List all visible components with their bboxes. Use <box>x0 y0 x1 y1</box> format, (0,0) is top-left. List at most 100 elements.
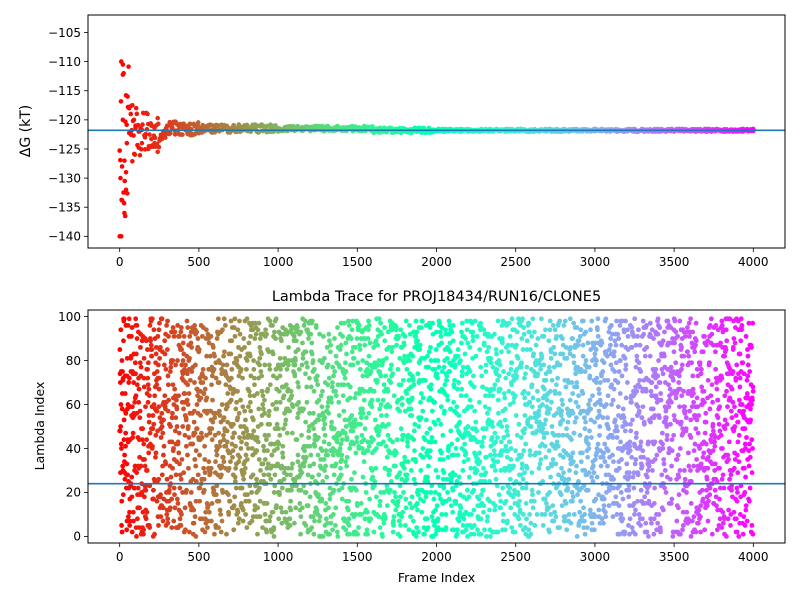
lambda-point <box>457 509 463 515</box>
lambda-point <box>559 397 565 403</box>
lambda-point <box>714 527 720 533</box>
lambda-point <box>129 325 135 330</box>
lambda-point <box>433 347 439 352</box>
lambda-point <box>342 375 348 381</box>
lambda-point <box>428 358 434 363</box>
lambda-point <box>511 492 517 498</box>
lambda-point <box>387 404 393 410</box>
lambda-point <box>564 426 569 432</box>
lambda-point <box>298 487 304 493</box>
lambda-point <box>203 375 208 381</box>
lambda-point <box>186 465 191 471</box>
lambda-point <box>521 430 527 436</box>
lambda-point <box>449 441 455 447</box>
lambda-point <box>326 441 332 447</box>
delta-g-point <box>124 140 130 146</box>
lambda-point <box>179 512 184 517</box>
lambda-point <box>484 410 490 416</box>
lambda-point <box>548 512 554 517</box>
lambda-point <box>500 485 506 491</box>
lambda-point <box>707 322 713 328</box>
lambda-point <box>527 399 533 405</box>
lambda-point <box>284 472 290 478</box>
lambda-point <box>679 344 684 350</box>
lambda-point <box>645 439 651 445</box>
lambda-point <box>637 443 643 449</box>
lambda-point <box>191 419 197 425</box>
lambda-point <box>208 470 213 476</box>
lambda-point <box>527 452 533 458</box>
lambda-point <box>377 498 383 504</box>
lambda-point <box>171 518 177 524</box>
lambda-point <box>696 507 702 513</box>
lambda-point <box>365 336 371 341</box>
lambda-point <box>442 408 447 414</box>
lambda-point <box>559 465 564 471</box>
lambda-point <box>540 523 546 528</box>
x-tick-label: 1000 <box>263 255 294 269</box>
lambda-point <box>379 331 384 337</box>
lambda-point <box>178 325 184 330</box>
lambda-point <box>644 344 650 350</box>
lambda-point <box>315 452 321 458</box>
lambda-point <box>585 340 591 346</box>
lambda-point <box>187 355 192 361</box>
lambda-point <box>164 512 170 517</box>
lambda-point <box>677 318 683 324</box>
lambda-point <box>686 320 692 326</box>
lambda-point <box>566 512 572 517</box>
lambda-point <box>307 463 313 469</box>
lambda-point <box>620 496 626 502</box>
lambda-point <box>478 364 484 370</box>
lambda-point <box>499 349 504 355</box>
lambda-point <box>262 397 267 403</box>
lambda-point <box>137 415 143 421</box>
lambda-point <box>241 476 246 482</box>
lambda-point <box>174 424 180 429</box>
lambda-point <box>482 404 488 410</box>
lambda-point <box>176 450 182 456</box>
lambda-point <box>279 520 285 526</box>
lambda-point <box>698 529 703 535</box>
lambda-point <box>300 355 306 361</box>
lambda-point <box>655 520 661 526</box>
lambda-point <box>382 325 387 330</box>
lambda-point <box>270 351 276 357</box>
lambda-point <box>626 474 632 480</box>
lambda-point <box>546 505 552 511</box>
lambda-point <box>399 402 405 407</box>
lambda-point <box>587 428 592 434</box>
lambda-point <box>329 419 335 425</box>
lambda-point <box>507 476 513 482</box>
lambda-point <box>322 421 328 427</box>
lambda-point <box>540 426 546 432</box>
lambda-point <box>360 373 366 379</box>
lambda-point <box>261 443 266 449</box>
lambda-point <box>521 331 527 337</box>
lambda-point <box>549 461 555 467</box>
lambda-point <box>126 316 132 322</box>
lambda-point <box>502 527 508 533</box>
lambda-point <box>552 351 558 357</box>
lambda-point <box>567 316 573 322</box>
lambda-point <box>166 397 172 403</box>
lambda-point <box>244 358 250 363</box>
lambda-point <box>438 333 444 339</box>
lambda-point <box>118 424 124 429</box>
lambda-point <box>272 483 278 489</box>
lambda-point <box>443 331 449 337</box>
lambda-point <box>644 529 650 535</box>
lambda-point <box>277 432 283 438</box>
lambda-point <box>389 349 395 355</box>
lambda-point <box>180 340 186 346</box>
lambda-point <box>190 441 196 447</box>
lambda-point <box>327 496 333 502</box>
lambda-point <box>229 338 235 344</box>
lambda-point <box>645 468 651 473</box>
lambda-point <box>324 474 330 480</box>
lambda-point <box>430 331 436 337</box>
lambda-point <box>648 419 653 425</box>
lambda-point <box>146 450 152 456</box>
lambda-point <box>426 463 431 469</box>
lambda-point <box>179 362 185 368</box>
